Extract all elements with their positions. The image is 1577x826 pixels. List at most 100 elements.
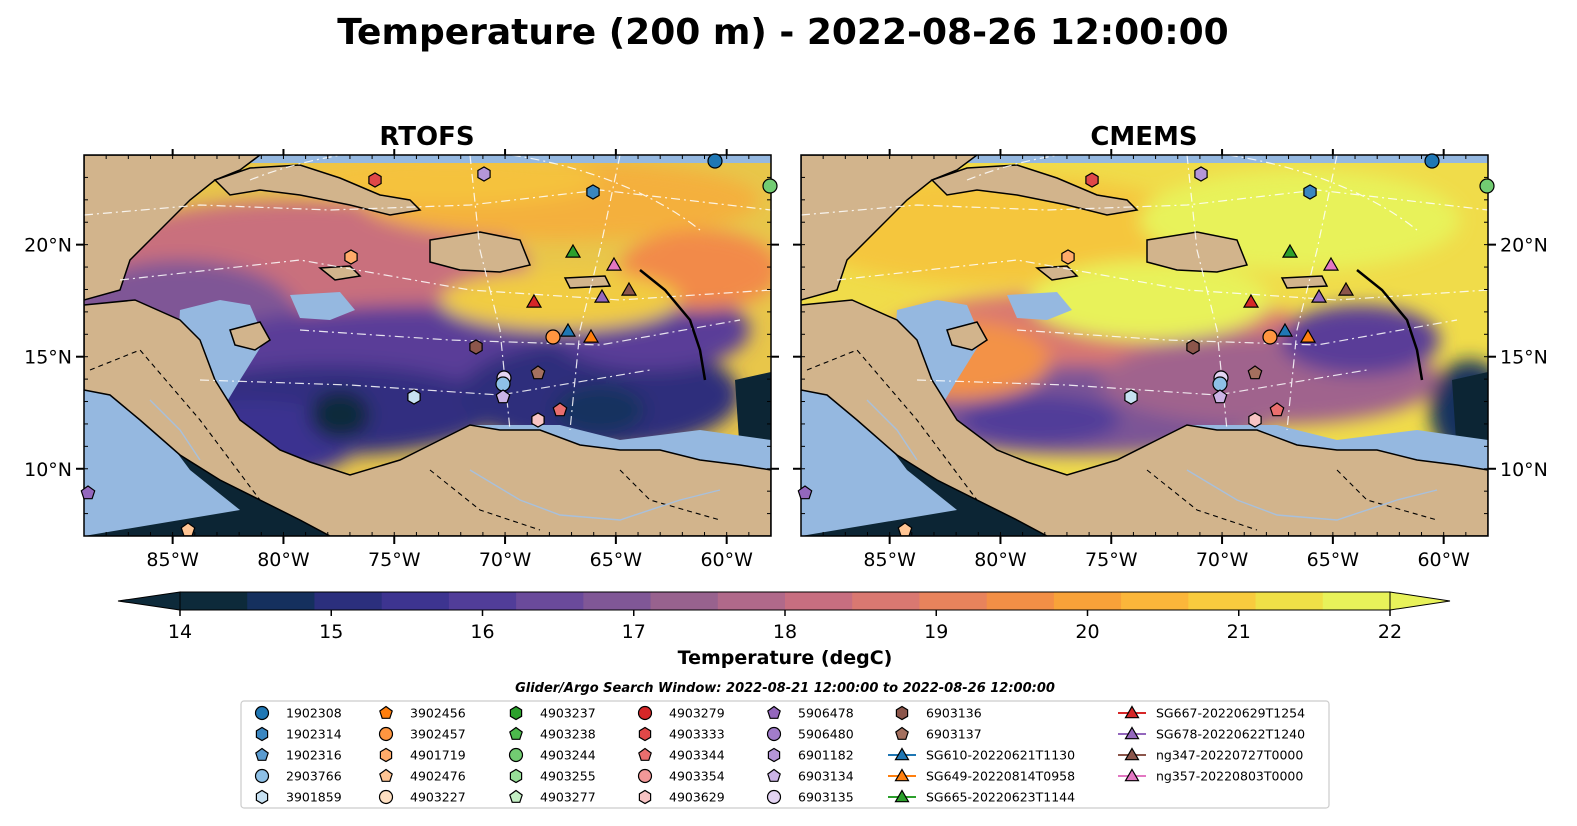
rtofs-marker-3901859 (407, 389, 421, 405)
legend-entry-1902314-label: 1902314 (286, 727, 342, 742)
colorbar-extend-min (117, 591, 181, 611)
cmems-marker-3901859 (1124, 389, 1138, 405)
rtofs-marker-1902308 (707, 153, 723, 169)
cmems-x-tick-label: 80°W (974, 549, 1027, 571)
rtofs-x-tick-label: 60°W (700, 549, 753, 571)
colorbar-tick-label: 17 (622, 621, 646, 643)
rtofs-marker-1902314 (586, 184, 600, 200)
colorbar-tick-label: 16 (470, 621, 494, 643)
rtofs-borders (89, 349, 721, 531)
rtofs-panel-title: RTOFS (379, 122, 474, 152)
cmems-marker-4903333 (1085, 172, 1099, 188)
colorbar-tick-label: 20 (1075, 621, 1099, 643)
colorbar-segment (180, 592, 248, 610)
cmems-marker-ng347-20220727t0000 (1337, 281, 1355, 296)
legend-entry-4903237-label: 4903237 (540, 706, 596, 721)
rtofs-marker-4902476 (180, 522, 196, 537)
cmems-marker-4903629 (1248, 412, 1262, 428)
legend-entry-4903244-marker (508, 747, 524, 763)
colorbar-segment (852, 592, 921, 610)
rtofs-marker-4903244 (762, 178, 778, 194)
legend-entry-3902456-marker (379, 705, 393, 719)
cmems-map-panel: CMEMS (793, 122, 1548, 571)
legend-entry-4901719-marker (379, 747, 393, 763)
cmems-marker-sg649-20220814t0958 (1299, 328, 1317, 343)
legend-entry-4903244-label: 4903244 (540, 748, 596, 763)
legend-entry-6901182-label: 6901182 (798, 748, 854, 763)
legend-entry-4903279-label: 4903279 (669, 706, 725, 721)
rtofs-x-tick-label: 65°W (590, 549, 643, 571)
cmems-x-tick-label: 70°W (1196, 549, 1249, 571)
cmems-panel-title: CMEMS (1090, 122, 1197, 152)
legend-entry-sg678-20220622t1240-marker (1124, 726, 1140, 740)
cmems-observation-markers (797, 153, 1495, 537)
legend-entry-5906478-label: 5906478 (798, 706, 854, 721)
legend-entry-4903227-marker (378, 789, 394, 805)
colorbar-tick-label: 21 (1227, 621, 1251, 643)
rtofs-marker-4903629 (531, 412, 545, 428)
legend-entry-4903333-label: 4903333 (669, 727, 725, 742)
legend-entry-sg678-20220622t1240-label: SG678-20220622T1240 (1156, 727, 1305, 742)
cmems-map-field (801, 155, 1488, 536)
colorbar-tick-label: 19 (924, 621, 948, 643)
legend-entry-ng357-20220803t0000-label: ng357-20220803T0000 (1156, 769, 1303, 784)
legend-entry-1902316-label: 1902316 (286, 748, 342, 763)
rtofs-marker-3902457 (545, 329, 561, 345)
legend-entry-6903134-marker (767, 768, 781, 782)
cmems-marker-6903137 (1247, 365, 1263, 380)
legend-entry-1902308-label: 1902308 (286, 706, 342, 721)
legend-entry-3902456-label: 3902456 (410, 706, 466, 721)
figure-title: Temperature (200 m) - 2022-08-26 12:00:0… (337, 12, 1228, 53)
legend-entry-4903344-marker (638, 747, 652, 761)
rtofs-x-tick-label: 80°W (257, 549, 310, 571)
cmems-marker-ng357-20220803t0000 (1322, 256, 1340, 271)
rtofs-marker-6901182 (477, 166, 491, 182)
legend-entry-sg649-20220814t0958-label: SG649-20220814T0958 (926, 769, 1075, 784)
rtofs-x-tick-label: 85°W (146, 549, 199, 571)
legend-entry-2903766-marker (254, 768, 270, 784)
legend-entry-sg665-20220623t1144-label: SG665-20220623T1144 (926, 790, 1075, 805)
colorbar-segment (717, 592, 786, 610)
legend-entry-3902457-marker (378, 726, 394, 742)
rtofs-axis-ticks: 85°W 80°W 75°W 70°W 65°W 60°W 10°N 15°N 20°N (24, 149, 779, 571)
legend-entry-1902308-marker (254, 705, 270, 721)
colorbar-segment (785, 592, 853, 610)
legend-entry-6903135-label: 6903135 (798, 790, 854, 805)
rtofs-marker-5906478 (80, 485, 96, 500)
rtofs-map-panel: RTOFS (24, 122, 779, 571)
colorbar-extend-max (1389, 591, 1451, 611)
cmems-x-tick-label: 65°W (1307, 549, 1360, 571)
rtofs-marker-4903333 (368, 172, 382, 188)
legend-entry-4903238-marker (509, 726, 523, 740)
cmems-marker-sg667-20220629t1254 (1242, 293, 1260, 308)
legend-entry-1902316-marker (255, 747, 269, 761)
legend-entry-4903227-label: 4903227 (410, 790, 466, 805)
rtofs-map-field (84, 155, 771, 536)
rtofs-y-tick-label: 20°N (24, 235, 72, 257)
rtofs-y-tick-label: 15°N (24, 347, 72, 369)
colorbar-segment (1188, 592, 1257, 610)
legend-entry-4903277-marker (509, 789, 523, 803)
legend-entry-4903344-label: 4903344 (669, 748, 725, 763)
rtofs-marker-4901719 (344, 249, 358, 265)
colorbar: 14 15 16 17 18 19 20 21 22 (117, 591, 1451, 643)
cmems-y-tick-label: 20°N (1500, 235, 1548, 257)
colorbar-segment (516, 592, 584, 610)
legend-entry-sg665-20220623t1144-marker (894, 789, 910, 803)
cmems-marker-sg678-20220622t1240 (1310, 288, 1328, 303)
legend-entry-ng357-20220803t0000-marker (1124, 768, 1140, 782)
cmems-x-tick-label: 85°W (863, 549, 916, 571)
cmems-marker-4903244 (1479, 178, 1495, 194)
rtofs-marker-sg667-20220629t1254 (525, 293, 543, 308)
legend-entry-2903766-label: 2903766 (286, 769, 342, 784)
legend-entry-4903255-marker (509, 768, 523, 784)
rtofs-marker-ng347-20220727t0000 (620, 281, 638, 296)
rtofs-map-frame (83, 154, 772, 537)
rtofs-marker-sg649-20220814t0958 (582, 328, 600, 343)
legend-entry-4903238-label: 4903238 (540, 727, 596, 742)
cmems-marker-5906478 (797, 485, 813, 500)
colorbar-segment (1053, 592, 1122, 610)
legend-entry-sg667-20220629t1254-marker (1124, 705, 1140, 719)
legend-entry-3902457-label: 3902457 (410, 727, 466, 742)
legend-entry-ng347-20220727t0000-label: ng347-20220727T0000 (1156, 748, 1303, 763)
